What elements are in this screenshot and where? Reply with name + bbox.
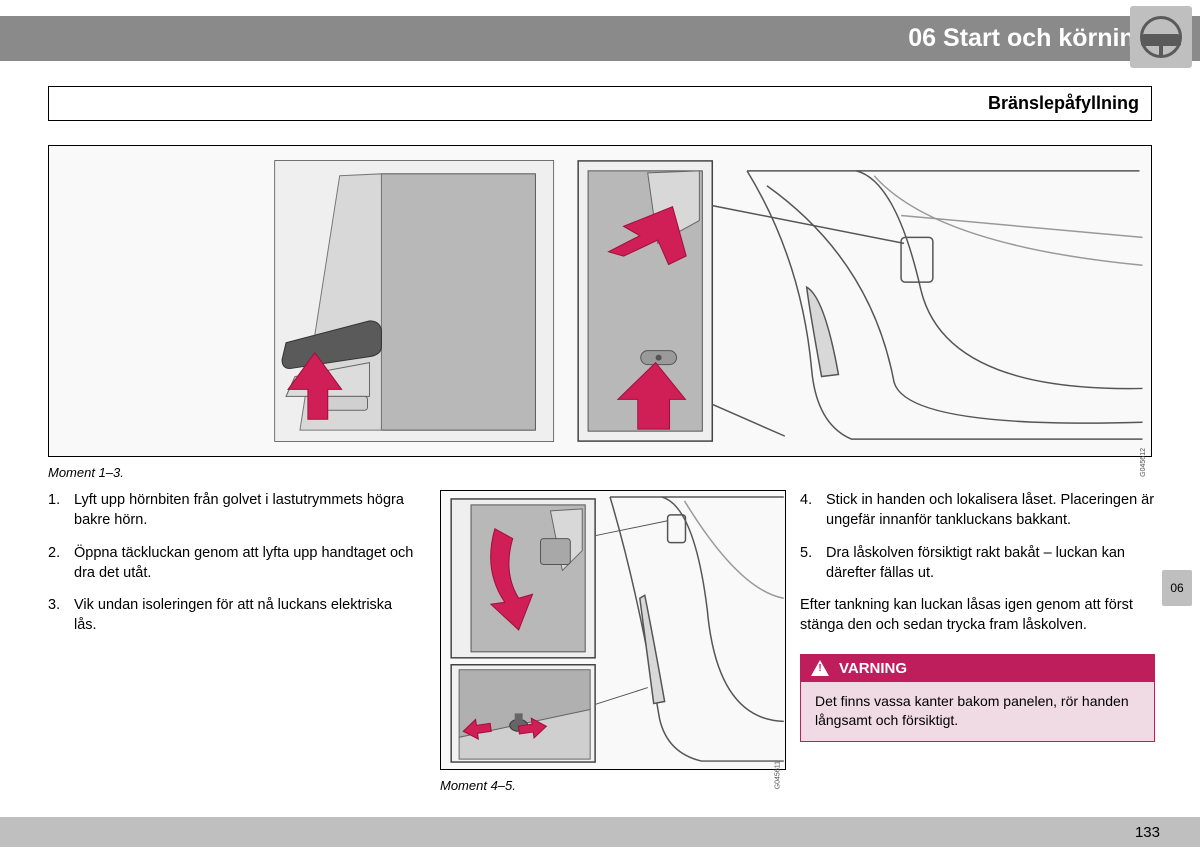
list-item: 3. Vik undan isoleringen för att nå lucka… <box>48 595 418 636</box>
footer-bar: 133 <box>0 817 1200 847</box>
list-text: Vik undan isoleringen för att nå luckans… <box>74 597 392 633</box>
warning-triangle-icon <box>811 660 829 676</box>
instructions-left-column: 1. Lyft upp hörnbiten från golvet i lastu… <box>48 490 418 648</box>
list-text: Lyft upp hörnbiten från golvet i lastutr… <box>74 492 404 528</box>
list-text: Stick in handen och lokalisera låset. Pl… <box>826 492 1154 528</box>
figure-top-caption: Moment 1–3. <box>48 465 124 480</box>
list-number: 1. <box>48 490 60 510</box>
list-number: 3. <box>48 595 60 615</box>
instructions-right-column: 4. Stick in handen och lokalisera låset. … <box>800 490 1155 742</box>
steering-wheel-icon <box>1130 6 1192 68</box>
list-item: 4. Stick in handen och lokalisera låset. … <box>800 490 1155 531</box>
list-number: 5. <box>800 543 812 563</box>
figure-code: G045611 <box>774 761 781 789</box>
figure-bottom-caption: Moment 4–5. <box>440 778 516 793</box>
warning-body: Det finns vassa kanter bakom panelen, rö… <box>801 682 1154 741</box>
chapter-side-tab: 06 <box>1162 570 1192 606</box>
warning-box: VARNING Det finns vassa kanter bakom pan… <box>800 654 1155 742</box>
chapter-header: 06 Start och körning <box>0 16 1200 61</box>
list-text: Öppna täckluckan genom att lyfta upp han… <box>74 545 413 581</box>
warning-label: VARNING <box>839 660 907 677</box>
chapter-title: 06 Start och körning <box>908 24 1150 53</box>
list-item: 5. Dra låskolven försiktigt rakt bakåt – … <box>800 543 1155 584</box>
warning-header: VARNING <box>801 655 1154 682</box>
figure-moment-1-3: G045612 <box>48 145 1152 457</box>
page-number: 133 <box>1135 824 1160 841</box>
list-item: 1. Lyft upp hörnbiten från golvet i lastu… <box>48 490 418 531</box>
after-paragraph: Efter tankning kan luckan låsas igen gen… <box>800 595 1155 636</box>
list-number: 4. <box>800 490 812 510</box>
section-header-box: Bränslepåfyllning <box>48 86 1152 121</box>
figure-code: G045612 <box>1140 448 1147 477</box>
list-item: 2. Öppna täckluckan genom att lyfta upp h… <box>48 543 418 584</box>
list-text: Dra låskolven försiktigt rakt bakåt – lu… <box>826 545 1125 581</box>
figure-moment-4-5: G045611 <box>440 490 786 770</box>
section-title: Bränslepåfyllning <box>988 93 1139 113</box>
list-number: 2. <box>48 543 60 563</box>
